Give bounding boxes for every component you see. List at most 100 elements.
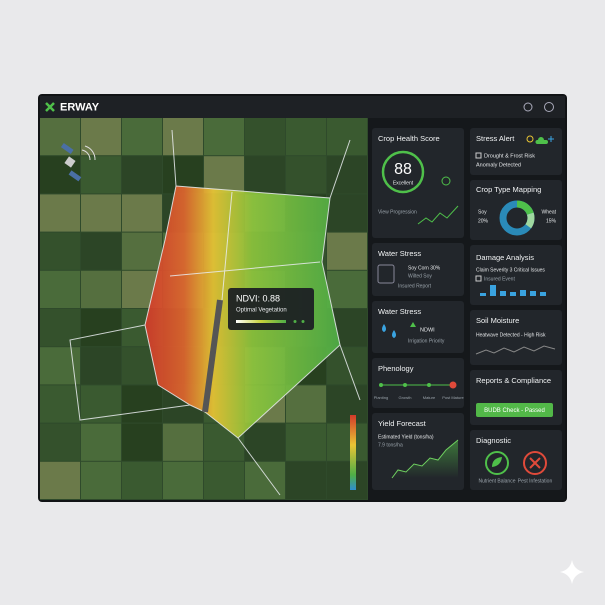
line: Claim Severity 3 Critical Issues: [476, 267, 545, 273]
settings-icon[interactable]: [523, 102, 533, 112]
line: Insured Report: [398, 283, 432, 289]
field-patch: [40, 347, 80, 385]
field-patch: [81, 347, 121, 385]
card-title: Damage Analysis: [476, 253, 534, 262]
card-title: Reports & Compliance: [476, 376, 551, 385]
field-patch: [81, 270, 121, 308]
field-patch: [122, 423, 162, 461]
card: [372, 301, 464, 353]
shape: [540, 292, 546, 296]
shape: [510, 292, 516, 296]
line: Insured Event: [484, 276, 515, 282]
field-patch: [122, 194, 162, 232]
field-patch: [81, 423, 121, 461]
field-patch: [327, 194, 367, 232]
shape: [171, 129, 177, 187]
card: [470, 310, 562, 365]
yield-line: [391, 439, 459, 479]
field-patch: [40, 385, 80, 423]
field-patch: [327, 232, 367, 270]
field-patch: [286, 156, 326, 194]
tooltip-dot: [301, 320, 305, 323]
field-patch: [40, 309, 80, 347]
score: 88: [394, 161, 412, 178]
field-patch: [245, 118, 285, 156]
stage-dot: [427, 383, 431, 387]
yield-area: [392, 440, 458, 478]
card-title: Water Stress: [378, 249, 421, 258]
segment-name: Soy: [478, 209, 487, 215]
field-patch: [204, 118, 244, 156]
damage-bars: [480, 285, 546, 296]
note: View Progression: [378, 209, 417, 215]
field-patch: [40, 270, 80, 308]
tooltip: [228, 288, 314, 330]
stage-label: Mature: [423, 395, 436, 400]
shape: [237, 437, 281, 496]
frost-icon: [548, 136, 554, 142]
card-title: Crop Health Score: [378, 134, 440, 143]
field-patch: [327, 347, 367, 385]
field-patch: [40, 423, 80, 461]
icon: [410, 322, 416, 327]
field-patch: [81, 118, 121, 156]
shape: [530, 291, 536, 296]
card-title: Phenology: [378, 364, 414, 373]
card: [372, 128, 464, 238]
stage-dot: [379, 383, 383, 387]
shape: [520, 290, 526, 296]
field-patch: [40, 461, 80, 499]
score-ring: [381, 150, 425, 194]
field-patch: [286, 423, 326, 461]
line: 7.9 tons/ha: [378, 442, 403, 448]
donut: Soy 20% Wheat 15%: [478, 200, 557, 236]
check-button[interactable]: [476, 403, 553, 417]
line: Anomaly Detected: [476, 162, 521, 168]
field-patch: [122, 385, 162, 423]
card-title: Yield Forecast: [378, 419, 427, 428]
icon: [475, 275, 482, 282]
field-patch: [327, 461, 367, 499]
stage-label: Growth: [399, 395, 412, 400]
card: [372, 358, 464, 408]
cross: [529, 457, 541, 469]
field-patch: [81, 194, 121, 232]
field-patch: [122, 461, 162, 499]
diag-label: Pest Infestation: [518, 478, 553, 484]
card: [470, 180, 562, 240]
drops: [382, 324, 396, 338]
sparkline: [417, 205, 459, 225]
field-patch: [40, 232, 80, 270]
diag-label: Nutrient Balance: [479, 478, 516, 484]
stage-dot: [449, 381, 457, 389]
stage-label: Post Mature: [442, 395, 464, 400]
alert-icon: [523, 451, 547, 475]
field-patch: [81, 385, 121, 423]
shape: [69, 324, 191, 421]
field-patch: [204, 156, 244, 194]
sparkline: [475, 345, 556, 355]
shape: [480, 293, 486, 296]
card: [372, 243, 464, 296]
field-patch: [40, 194, 80, 232]
segment-label: 20%: [478, 218, 489, 224]
line: Wilted Soy: [408, 273, 432, 279]
field-patch: [245, 156, 285, 194]
icon: [377, 264, 395, 284]
brand: ERWAY: [60, 101, 100, 113]
field-patch: [163, 423, 203, 461]
card-title: Soil Moisture: [476, 316, 519, 325]
shape: [500, 291, 506, 296]
icon: [475, 152, 482, 159]
field-patch: [286, 385, 326, 423]
menu-icon[interactable]: [544, 102, 554, 112]
tooltip-title: NDVI: 0.88: [236, 293, 280, 303]
field-patch: [81, 232, 121, 270]
field-patch: [81, 461, 121, 499]
field-patch: [122, 232, 162, 270]
tooltip-dot: [293, 320, 297, 323]
field-patch: [327, 270, 367, 308]
ok-icon: [485, 451, 509, 475]
line: Soy Corn 30%: [408, 265, 441, 271]
field-patch: [163, 461, 203, 499]
